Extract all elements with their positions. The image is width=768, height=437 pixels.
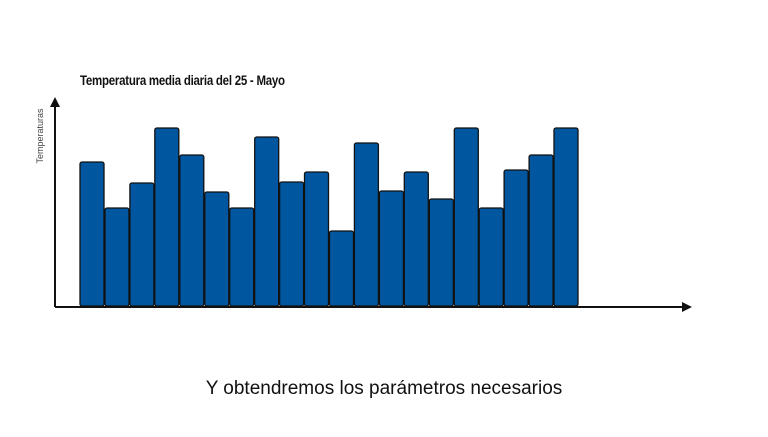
chart-title: Temperatura media diaria del 25 - Mayo [80,72,285,88]
y-axis-label: Temperaturas [35,108,45,164]
bar-16 [453,127,479,307]
bar-19 [528,154,554,307]
bar-12 [353,142,380,307]
bar-7 [229,207,255,307]
bar-17 [478,207,504,307]
bar-5 [179,154,205,307]
bar-4 [154,127,180,307]
bar-11 [328,230,355,307]
bar-15 [428,198,454,307]
bar-20 [553,127,579,307]
bars-group [79,127,579,307]
caption-text: Y obtendremos los parámetros necesarios [205,378,563,399]
bar-1 [79,161,105,307]
bar-3 [129,182,155,307]
bar-8 [254,136,280,307]
bar-6 [204,191,230,307]
bar-10 [303,171,330,307]
bar-9 [278,181,305,307]
bar-14 [403,171,429,307]
bar-18 [503,169,529,307]
bar-2 [104,207,130,307]
bar-13 [378,190,405,307]
